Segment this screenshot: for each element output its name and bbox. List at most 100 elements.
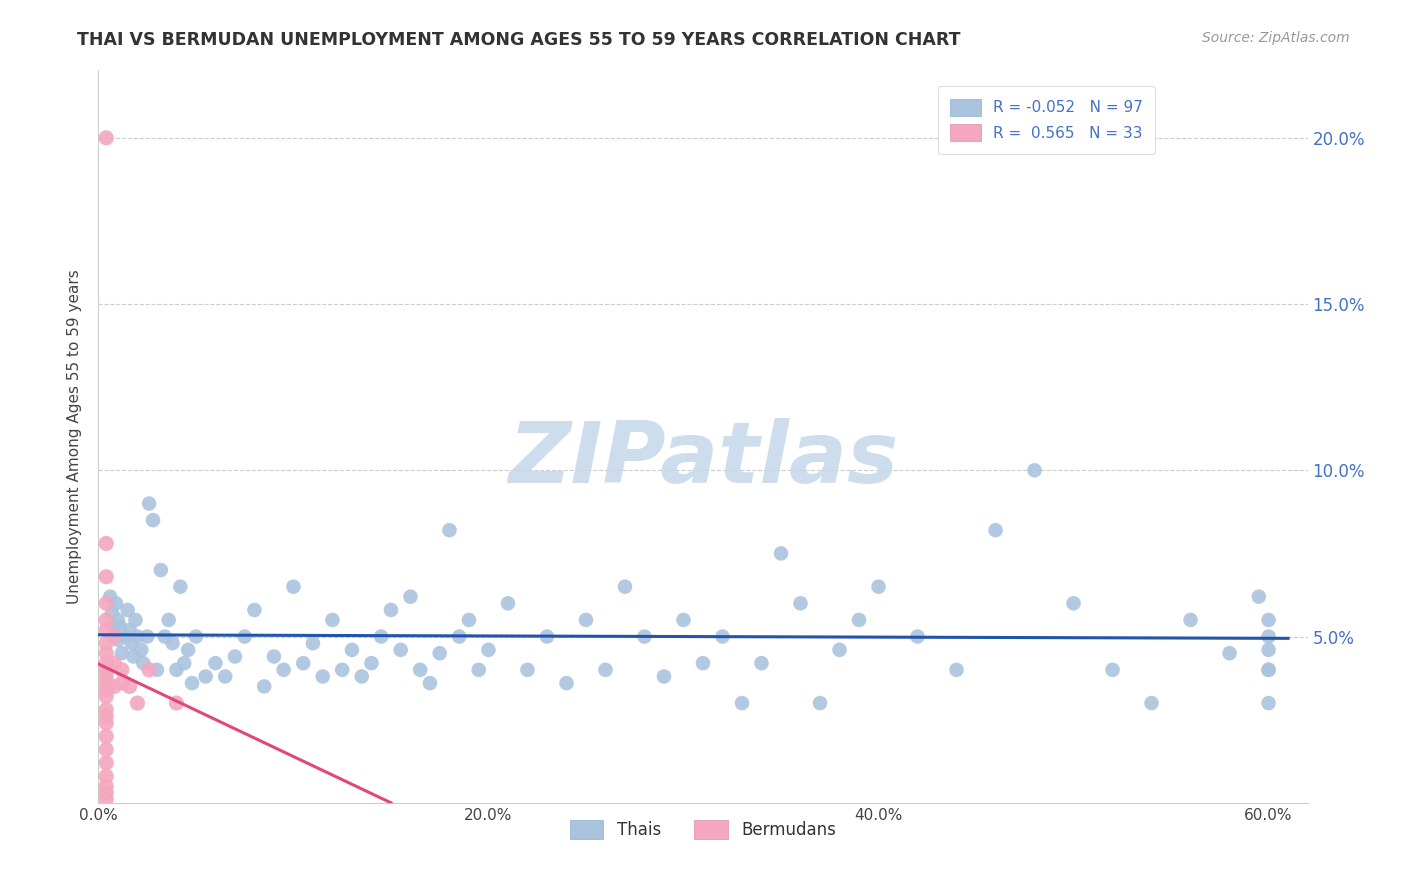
Point (96, 636, 118, 650)
Point (1180, 613, 1202, 627)
Point (165, 663, 187, 677)
Point (945, 663, 967, 677)
Point (429, 646, 451, 660)
Point (96, 623, 118, 637)
Point (419, 676, 441, 690)
Point (96, 703, 118, 717)
Point (96, 792, 118, 806)
Point (692, 656, 714, 670)
Point (162, 636, 184, 650)
Point (263, 649, 285, 664)
Point (96, 716, 118, 731)
Point (439, 523, 461, 537)
Point (1140, 696, 1163, 710)
Point (118, 680, 141, 694)
Point (458, 613, 481, 627)
Point (165, 696, 187, 710)
Point (672, 613, 695, 627)
Point (633, 630, 655, 644)
Point (555, 676, 578, 690)
Point (312, 669, 335, 683)
Point (360, 656, 382, 670)
Point (1101, 663, 1123, 677)
Point (96, 656, 118, 670)
Point (103, 656, 125, 670)
Point (131, 643, 153, 657)
Point (868, 580, 890, 594)
Point (122, 649, 145, 664)
Point (751, 656, 773, 670)
Point (136, 630, 159, 644)
Point (1219, 646, 1241, 660)
Point (273, 663, 295, 677)
Point (194, 669, 217, 683)
Point (111, 646, 134, 660)
Point (1257, 696, 1279, 710)
Point (350, 669, 373, 683)
Legend: Thais, Bermudans: Thais, Bermudans (564, 814, 842, 846)
Point (96, 786, 118, 800)
Point (214, 669, 236, 683)
Point (118, 623, 141, 637)
Point (224, 649, 246, 664)
Point (467, 663, 489, 677)
Point (370, 630, 392, 644)
Text: Source: ZipAtlas.com: Source: ZipAtlas.com (1202, 31, 1350, 45)
Point (1063, 596, 1085, 610)
Point (96, 756, 118, 770)
Point (96, 742, 118, 756)
Point (146, 663, 169, 677)
Point (96, 709, 118, 723)
Point (124, 613, 146, 627)
Point (96, 131, 118, 145)
Point (142, 513, 165, 527)
Point (181, 676, 204, 690)
Point (184, 630, 207, 644)
Point (652, 669, 675, 683)
Point (1247, 590, 1270, 604)
Point (169, 580, 191, 594)
Point (789, 596, 811, 610)
Point (121, 636, 143, 650)
Point (177, 643, 200, 657)
Point (536, 630, 558, 644)
Point (330, 663, 353, 677)
Point (96, 690, 118, 704)
Point (96, 596, 118, 610)
Point (96, 682, 118, 697)
Point (1257, 663, 1279, 677)
Point (204, 656, 226, 670)
Point (104, 596, 127, 610)
Point (477, 643, 499, 657)
Point (399, 590, 422, 604)
Point (292, 656, 315, 670)
Point (103, 680, 125, 694)
Point (1257, 643, 1279, 657)
Point (233, 630, 256, 644)
Point (96, 536, 118, 550)
Text: ZIPatlas: ZIPatlas (508, 417, 898, 500)
Point (340, 643, 363, 657)
Point (808, 696, 831, 710)
Point (127, 696, 149, 710)
Point (107, 632, 129, 647)
Point (984, 523, 1007, 537)
Point (132, 656, 155, 670)
Point (302, 636, 325, 650)
Point (138, 663, 160, 677)
Point (711, 630, 734, 644)
Point (114, 630, 136, 644)
Point (283, 580, 305, 594)
Point (173, 656, 195, 670)
Point (111, 676, 134, 690)
Point (108, 619, 131, 633)
Point (96, 769, 118, 783)
Point (96, 676, 118, 690)
Text: THAI VS BERMUDAN UNEMPLOYMENT AMONG AGES 55 TO 59 YEARS CORRELATION CHART: THAI VS BERMUDAN UNEMPLOYMENT AMONG AGES… (77, 31, 960, 49)
Point (98, 590, 121, 604)
Point (117, 603, 139, 617)
Point (575, 613, 598, 627)
Point (96, 729, 118, 743)
Point (828, 643, 851, 657)
Point (96, 646, 118, 660)
